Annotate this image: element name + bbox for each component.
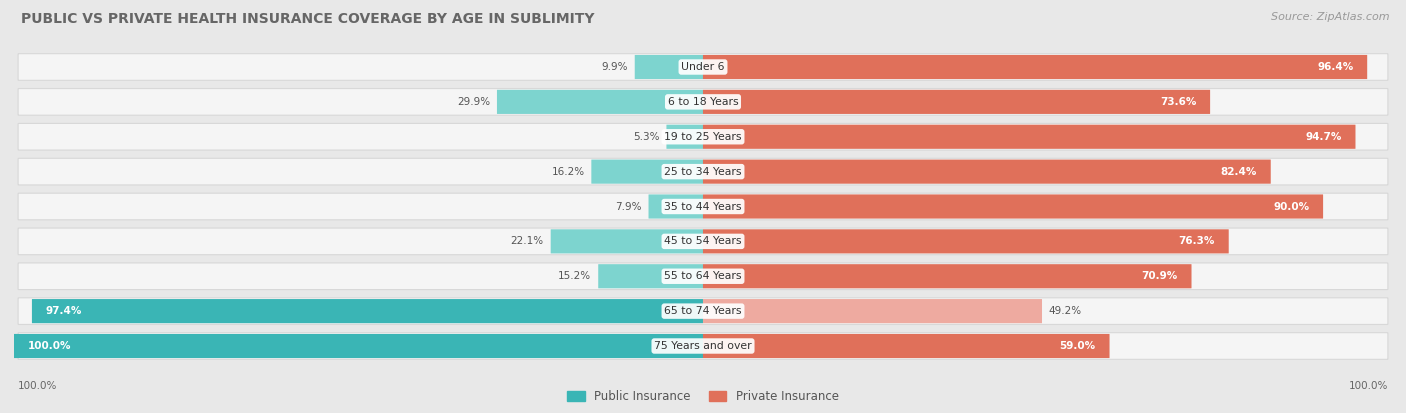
FancyBboxPatch shape <box>703 90 1211 114</box>
Text: Under 6: Under 6 <box>682 62 724 72</box>
Text: 94.7%: 94.7% <box>1305 132 1341 142</box>
FancyBboxPatch shape <box>32 299 703 323</box>
FancyBboxPatch shape <box>14 334 703 358</box>
Text: 29.9%: 29.9% <box>457 97 491 107</box>
FancyBboxPatch shape <box>18 228 1388 255</box>
Text: Source: ZipAtlas.com: Source: ZipAtlas.com <box>1271 12 1389 22</box>
FancyBboxPatch shape <box>703 264 1191 288</box>
Text: 59.0%: 59.0% <box>1060 341 1095 351</box>
Text: 76.3%: 76.3% <box>1178 236 1215 247</box>
Text: 45 to 54 Years: 45 to 54 Years <box>664 236 742 247</box>
FancyBboxPatch shape <box>703 125 1355 149</box>
FancyBboxPatch shape <box>598 264 703 288</box>
FancyBboxPatch shape <box>18 123 1388 150</box>
Text: 73.6%: 73.6% <box>1160 97 1197 107</box>
FancyBboxPatch shape <box>703 299 1042 323</box>
Text: 9.9%: 9.9% <box>602 62 628 72</box>
Text: 22.1%: 22.1% <box>510 236 544 247</box>
FancyBboxPatch shape <box>703 195 1323 218</box>
Legend: Public Insurance, Private Insurance: Public Insurance, Private Insurance <box>562 385 844 408</box>
Text: 100.0%: 100.0% <box>28 341 72 351</box>
Text: 75 Years and over: 75 Years and over <box>654 341 752 351</box>
Text: 96.4%: 96.4% <box>1317 62 1354 72</box>
FancyBboxPatch shape <box>703 159 1271 184</box>
Text: 70.9%: 70.9% <box>1142 271 1178 281</box>
Text: 55 to 64 Years: 55 to 64 Years <box>664 271 742 281</box>
FancyBboxPatch shape <box>18 193 1388 220</box>
Text: 35 to 44 Years: 35 to 44 Years <box>664 202 742 211</box>
FancyBboxPatch shape <box>648 195 703 218</box>
Text: 100.0%: 100.0% <box>1348 381 1388 391</box>
Text: 49.2%: 49.2% <box>1049 306 1083 316</box>
Text: 97.4%: 97.4% <box>46 306 82 316</box>
FancyBboxPatch shape <box>18 88 1388 115</box>
Text: 7.9%: 7.9% <box>616 202 641 211</box>
Text: 15.2%: 15.2% <box>558 271 592 281</box>
Text: 5.3%: 5.3% <box>633 132 659 142</box>
FancyBboxPatch shape <box>703 229 1229 254</box>
Text: 65 to 74 Years: 65 to 74 Years <box>664 306 742 316</box>
FancyBboxPatch shape <box>634 55 703 79</box>
FancyBboxPatch shape <box>703 55 1367 79</box>
FancyBboxPatch shape <box>18 158 1388 185</box>
FancyBboxPatch shape <box>551 229 703 254</box>
Text: 19 to 25 Years: 19 to 25 Years <box>664 132 742 142</box>
Text: 82.4%: 82.4% <box>1220 166 1257 177</box>
FancyBboxPatch shape <box>496 90 703 114</box>
Text: 90.0%: 90.0% <box>1274 202 1309 211</box>
FancyBboxPatch shape <box>18 298 1388 325</box>
Text: 25 to 34 Years: 25 to 34 Years <box>664 166 742 177</box>
Text: 6 to 18 Years: 6 to 18 Years <box>668 97 738 107</box>
FancyBboxPatch shape <box>703 334 1109 358</box>
FancyBboxPatch shape <box>592 159 703 184</box>
FancyBboxPatch shape <box>18 54 1388 80</box>
FancyBboxPatch shape <box>18 263 1388 290</box>
Text: 100.0%: 100.0% <box>18 381 58 391</box>
FancyBboxPatch shape <box>18 333 1388 359</box>
Text: 16.2%: 16.2% <box>551 166 585 177</box>
FancyBboxPatch shape <box>666 125 703 149</box>
Text: PUBLIC VS PRIVATE HEALTH INSURANCE COVERAGE BY AGE IN SUBLIMITY: PUBLIC VS PRIVATE HEALTH INSURANCE COVER… <box>21 12 595 26</box>
